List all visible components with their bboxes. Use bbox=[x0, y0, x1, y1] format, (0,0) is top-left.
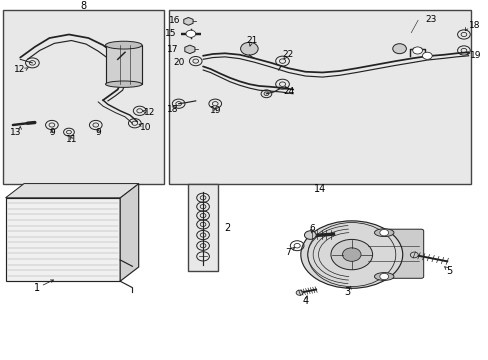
Ellipse shape bbox=[374, 273, 393, 280]
Circle shape bbox=[304, 231, 316, 239]
Circle shape bbox=[342, 248, 360, 261]
Ellipse shape bbox=[105, 41, 142, 49]
Circle shape bbox=[392, 44, 406, 54]
Polygon shape bbox=[5, 198, 120, 281]
Circle shape bbox=[240, 42, 258, 55]
Polygon shape bbox=[120, 184, 139, 281]
Text: 18: 18 bbox=[468, 21, 479, 30]
Text: 13: 13 bbox=[10, 127, 21, 136]
Ellipse shape bbox=[105, 81, 142, 87]
FancyBboxPatch shape bbox=[363, 229, 423, 278]
Circle shape bbox=[379, 229, 388, 236]
Text: 5: 5 bbox=[445, 266, 451, 276]
Circle shape bbox=[409, 252, 417, 258]
Text: 12: 12 bbox=[143, 108, 155, 117]
Text: 23: 23 bbox=[424, 15, 435, 24]
Polygon shape bbox=[184, 45, 195, 54]
Bar bbox=[188, 184, 217, 271]
Bar bbox=[105, 45, 142, 84]
Circle shape bbox=[412, 47, 422, 54]
Bar bbox=[3, 10, 163, 184]
Text: 3: 3 bbox=[343, 287, 349, 297]
Text: 2: 2 bbox=[224, 223, 230, 233]
Text: 24: 24 bbox=[283, 87, 294, 96]
Bar bbox=[168, 10, 470, 184]
Text: 11: 11 bbox=[65, 135, 77, 144]
Text: 6: 6 bbox=[308, 224, 314, 233]
Text: 10: 10 bbox=[140, 123, 151, 132]
Text: 14: 14 bbox=[313, 184, 325, 194]
Text: 19: 19 bbox=[209, 106, 221, 115]
Text: 4: 4 bbox=[302, 296, 308, 306]
Text: 9: 9 bbox=[95, 128, 101, 137]
Text: 12: 12 bbox=[14, 66, 25, 75]
Text: 17: 17 bbox=[167, 45, 178, 54]
Ellipse shape bbox=[300, 221, 402, 288]
Text: 21: 21 bbox=[245, 36, 257, 45]
Text: 18: 18 bbox=[166, 104, 178, 113]
Text: 22: 22 bbox=[282, 50, 293, 59]
Circle shape bbox=[296, 290, 303, 295]
Polygon shape bbox=[5, 184, 139, 198]
Text: 19: 19 bbox=[469, 51, 481, 60]
Text: 16: 16 bbox=[168, 17, 180, 26]
Circle shape bbox=[185, 30, 195, 37]
Ellipse shape bbox=[374, 229, 393, 237]
Text: 9: 9 bbox=[49, 128, 55, 137]
Circle shape bbox=[330, 239, 372, 270]
Polygon shape bbox=[183, 17, 193, 25]
Text: 1: 1 bbox=[34, 283, 40, 293]
Circle shape bbox=[379, 273, 388, 280]
Circle shape bbox=[422, 52, 431, 59]
Text: 7: 7 bbox=[285, 248, 291, 257]
Text: 20: 20 bbox=[173, 58, 184, 67]
Text: 15: 15 bbox=[164, 29, 176, 38]
Text: 8: 8 bbox=[81, 1, 86, 11]
